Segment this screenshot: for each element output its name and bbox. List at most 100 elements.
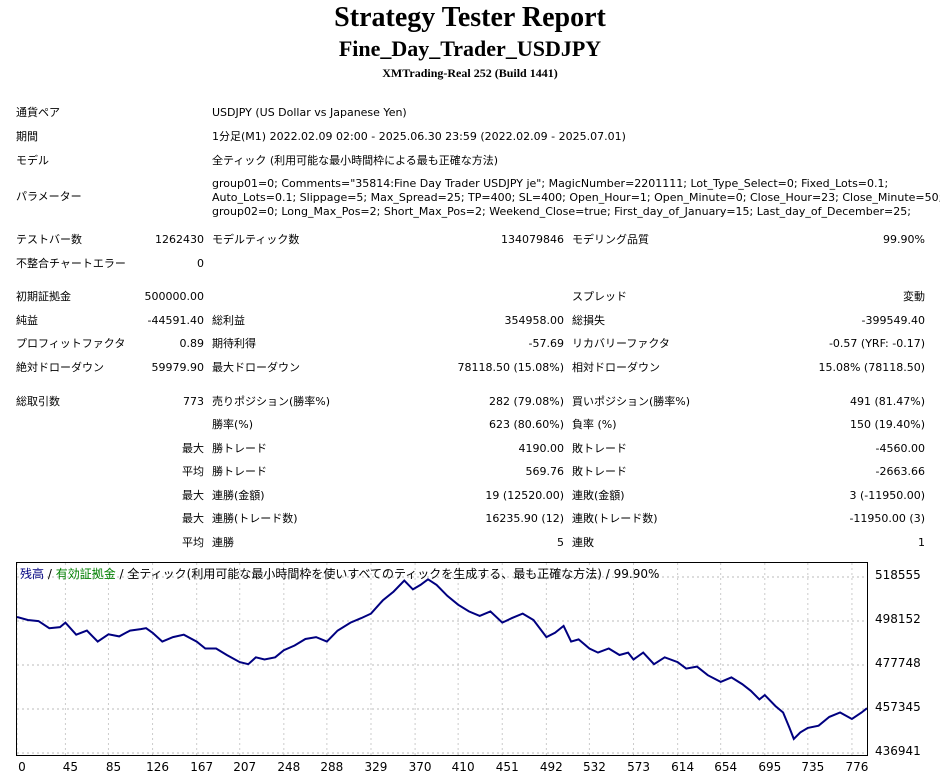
net-value: -44591.40 xyxy=(147,314,204,327)
consec-wins-money-label: 連勝(金額) xyxy=(212,489,265,502)
recovery-label: リカバリーファクタ xyxy=(572,337,670,350)
mismatch-value: 0 xyxy=(197,257,204,270)
loss-value: 150 (19.40%) xyxy=(849,418,925,431)
avg-consec-loss-label: 連敗 xyxy=(572,536,594,549)
trades-value: 773 xyxy=(183,395,204,408)
x-tick-label: 695 xyxy=(758,760,782,774)
x-tick-label: 614 xyxy=(671,760,695,774)
max-loss-value: -4560.00 xyxy=(875,442,925,455)
period-value: 1分足(M1) 2022.02.09 02:00 - 2025.06.30 23… xyxy=(212,130,626,143)
consec-wins-count-value: 16235.90 (12) xyxy=(485,512,564,525)
x-tick-label: 45 xyxy=(62,760,79,774)
consec-wins-money-value: 19 (12520.00) xyxy=(485,489,564,502)
spread-value: 変動 xyxy=(903,290,925,303)
max-word: 最大 xyxy=(182,442,204,455)
chart-caption: 残高 / 有効証拠金 / 全ティック(利用可能な最小時間枠を使いすべてのティック… xyxy=(20,565,659,582)
expected-value: -57.69 xyxy=(528,337,564,350)
consec-loss-count-label: 連敗(トレード数) xyxy=(572,512,658,525)
avg-consec-loss-value: 1 xyxy=(918,536,925,549)
params-line: group02=0; Long_Max_Pos=2; Short_Max_Pos… xyxy=(212,205,911,218)
long-label: 買いポジション(勝率%) xyxy=(572,395,691,408)
x-tick-label: 288 xyxy=(320,760,344,774)
avg-loss-label: 敗トレード xyxy=(572,465,627,478)
trades-label: 総取引数 xyxy=(16,395,60,408)
avg-consec-wins-value: 5 xyxy=(557,536,564,549)
avg-word: 平均 xyxy=(182,536,204,549)
x-tick-label: 735 xyxy=(801,760,825,774)
gross-profit-value: 354958.00 xyxy=(504,314,565,327)
max-win-value: 4190.00 xyxy=(518,442,565,455)
y-tick-label: 477748 xyxy=(875,656,921,670)
ticks-label: モデルティック数 xyxy=(212,233,300,246)
recovery-value: -0.57 (YRF: -0.17) xyxy=(828,337,925,350)
avg-win-label: 勝トレード xyxy=(212,465,267,478)
x-tick-label: 370 xyxy=(408,760,432,774)
x-tick-label: 248 xyxy=(277,760,301,774)
bars-label: テストバー数 xyxy=(16,233,82,246)
deposit-value: 500000.00 xyxy=(144,290,205,303)
quality-label: モデリング品質 xyxy=(572,233,649,246)
y-tick-label: 457345 xyxy=(875,699,921,714)
server-build: XMTrading-Real 252 (Build 1441) xyxy=(382,66,558,80)
deposit-label: 初期証拠金 xyxy=(16,290,71,303)
ticks-value: 134079846 xyxy=(501,233,564,246)
x-tick-label: 0 xyxy=(18,760,26,774)
x-tick-label: 776 xyxy=(845,760,869,774)
symbol-label: 通貨ペア xyxy=(16,106,60,119)
net-label: 純益 xyxy=(16,314,38,327)
x-tick-label: 167 xyxy=(190,760,214,774)
consec-loss-money-value: 3 (-11950.00) xyxy=(849,489,925,502)
consec-loss-money-label: 連敗(金額) xyxy=(572,489,625,502)
params-label: パラメーター xyxy=(16,190,82,203)
balance-series-line xyxy=(16,578,868,741)
max-word: 最大 xyxy=(182,489,204,502)
symbol-value: USDJPY (US Dollar vs Japanese Yen) xyxy=(212,106,407,119)
params-value: group01=0; Comments="35814:Fine Day Trad… xyxy=(212,177,940,219)
abs-dd-label: 絶対ドローダウン xyxy=(16,361,104,374)
pf-label: プロフィットファクタ xyxy=(16,337,126,350)
max-dd-label: 最大ドローダウン xyxy=(212,361,300,374)
avg-word: 平均 xyxy=(182,465,204,478)
bars-value: 1262430 xyxy=(155,233,204,246)
win-value: 623 (80.60%) xyxy=(488,418,564,431)
max-win-label: 勝トレード xyxy=(212,442,267,455)
x-tick-label: 410 xyxy=(451,760,475,774)
short-label: 売りポジション(勝率%) xyxy=(212,395,331,408)
pf-value: 0.89 xyxy=(179,337,205,350)
gross-loss-value: -399549.40 xyxy=(861,314,925,327)
abs-dd-value: 59979.90 xyxy=(151,361,205,374)
quality-value: 99.90% xyxy=(883,233,925,246)
gross-profit-label: 総利益 xyxy=(212,314,245,327)
x-tick-label: 573 xyxy=(627,760,650,774)
x-tick-label: 451 xyxy=(495,760,519,774)
avg-win-value: 569.76 xyxy=(525,465,565,478)
ea-name: Fine_Day_Trader_USDJPY xyxy=(338,36,602,61)
balance-chart-svg xyxy=(16,563,868,755)
rel-dd-value: 15.08% (78118.50) xyxy=(818,361,925,374)
expected-label: 期待利得 xyxy=(212,337,256,350)
x-tick-label: 126 xyxy=(146,760,170,774)
model-label: モデル xyxy=(16,154,49,167)
short-value: 282 (79.08%) xyxy=(488,395,564,408)
x-tick-label: 207 xyxy=(233,760,257,774)
model-value: 全ティック (利用可能な最小時間枠による最も正確な方法) xyxy=(212,154,499,167)
caption-sep: / xyxy=(44,567,56,581)
avg-loss-value: -2663.66 xyxy=(875,465,925,478)
max-word: 最大 xyxy=(182,512,204,525)
caption-balance: 残高 xyxy=(20,567,45,581)
max-dd-value: 78118.50 (15.08%) xyxy=(457,361,564,374)
rel-dd-label: 相対ドローダウン xyxy=(572,361,660,374)
x-tick-label: 329 xyxy=(364,760,388,774)
spread-label: スプレッド xyxy=(572,290,627,303)
avg-consec-wins-label: 連勝 xyxy=(212,536,234,549)
x-tick-label: 532 xyxy=(582,760,606,774)
caption-rest: / 全ティック(利用可能な最小時間枠を使いすべてのティックを生成する、最も正確な… xyxy=(115,567,660,581)
report-title: Strategy Tester Report xyxy=(334,2,606,33)
params-line: Auto_Lots=0.1; Slippage=5; Max_Spread=25… xyxy=(212,191,940,204)
consec-wins-count-label: 連勝(トレード数) xyxy=(212,512,298,525)
long-value: 491 (81.47%) xyxy=(849,395,925,408)
x-tick-label: 85 xyxy=(105,760,122,774)
loss-label: 負率 (%) xyxy=(572,418,617,431)
x-tick-label: 654 xyxy=(714,760,738,774)
mismatch-label: 不整合チャートエラー xyxy=(16,257,126,270)
